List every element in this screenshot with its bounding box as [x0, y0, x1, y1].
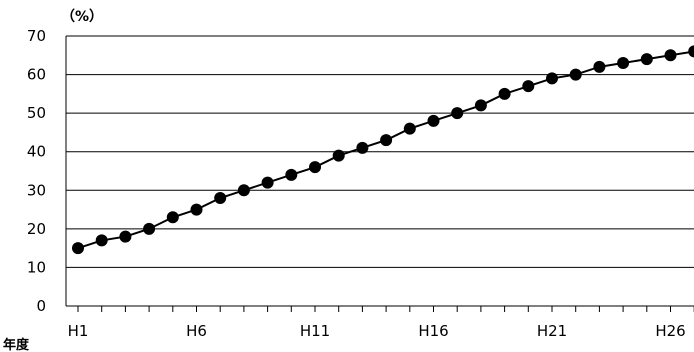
gridlines — [66, 35, 694, 268]
y-tick-label: 30 — [27, 181, 46, 199]
data-point — [640, 53, 653, 66]
data-point — [190, 203, 203, 216]
y-tick-label: 50 — [27, 104, 46, 122]
data-point — [119, 230, 132, 243]
data-point — [356, 141, 369, 154]
y-tick-labels: 0 10 20 30 40 50 60 70 — [27, 27, 46, 315]
data-point — [474, 99, 487, 112]
y-tick-label: 40 — [27, 143, 46, 161]
data-point — [617, 57, 630, 69]
data-point — [664, 49, 677, 62]
x-tick-label: H26 — [655, 322, 685, 340]
axes — [65, 36, 694, 312]
series-layer — [72, 45, 694, 255]
data-point — [451, 107, 464, 120]
x-tick-label: H16 — [418, 322, 448, 340]
x-tick-label: H1 — [68, 322, 89, 340]
data-point — [261, 176, 274, 189]
y-tick-label: 10 — [27, 258, 46, 276]
x-tick-label: H6 — [186, 322, 207, 340]
data-point — [309, 161, 321, 174]
data-point — [143, 222, 156, 235]
y-tick-label: 20 — [27, 220, 46, 238]
data-point — [546, 72, 558, 85]
data-point — [285, 168, 298, 181]
data-point — [522, 80, 535, 93]
data-point — [95, 234, 108, 247]
data-point — [427, 114, 440, 127]
x-tick-label: H11 — [300, 322, 330, 340]
y-tick-label: 0 — [36, 297, 46, 315]
data-point — [332, 149, 345, 162]
data-point — [498, 87, 511, 100]
data-point — [380, 134, 393, 147]
data-point — [569, 68, 582, 81]
y-tick-label: 70 — [27, 27, 46, 45]
x-tick-labels: H1 H6 H11 H16 H21 H26 — [68, 322, 686, 340]
data-point — [237, 184, 250, 197]
data-point — [403, 122, 416, 135]
data-point — [214, 192, 227, 204]
data-point — [593, 60, 606, 73]
y-unit-label: （%） — [61, 9, 103, 25]
x-axis-label: 年度 — [3, 337, 30, 352]
data-point — [688, 45, 694, 58]
data-point — [166, 211, 179, 224]
data-point — [72, 242, 84, 255]
x-tick-label: H21 — [537, 322, 567, 340]
y-tick-label: 60 — [27, 66, 46, 84]
